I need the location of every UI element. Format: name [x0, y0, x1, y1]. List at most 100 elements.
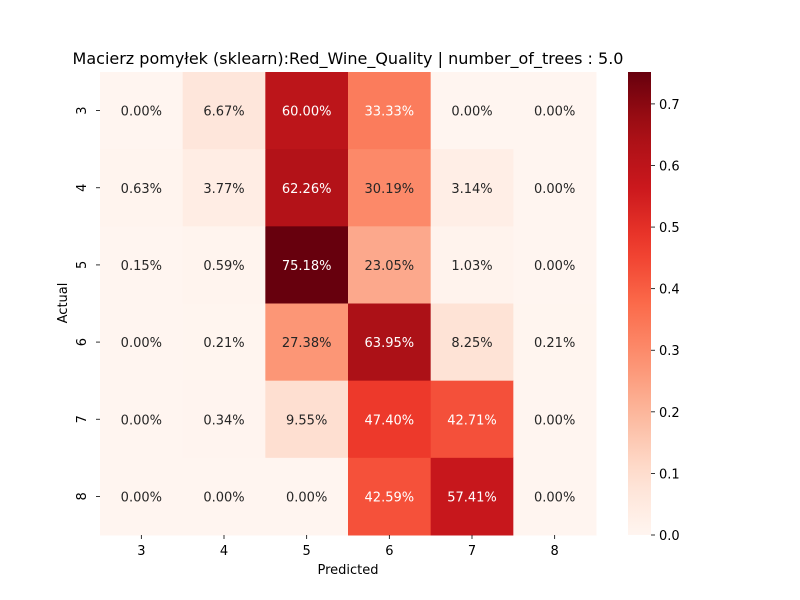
heatmap-cell: [348, 380, 432, 459]
heatmap-cell: [513, 303, 597, 382]
heatmap-cell: [182, 72, 266, 150]
y-axis-ticks: 3 4 5 6 7 8: [75, 106, 100, 501]
cell-annotation: 60.00%: [282, 105, 332, 120]
heatmap-cell: [513, 380, 597, 459]
heatmap-cell: [348, 226, 432, 304]
cell-annotation: 0.00%: [121, 105, 162, 120]
heatmap-cell: [182, 303, 266, 382]
cell-annotation: 0.63%: [121, 182, 162, 197]
x-tick-label: 8: [551, 544, 559, 559]
heatmap-cell: [513, 149, 597, 227]
cell-annotation: 3.77%: [203, 182, 244, 197]
heatmap-grid: 0.00% 6.67% 60.00% 33.33% 0.00% 0.00% 0.63% 3.7…: [100, 72, 597, 536]
cell-annotation: 42.59%: [365, 490, 415, 505]
cell-annotation: 42.71%: [447, 413, 497, 428]
y-tick-label: 8: [75, 492, 90, 500]
colorbar-tick-label: 0.1: [659, 467, 680, 482]
heatmap-cell: [100, 72, 184, 150]
y-tick-label: 6: [75, 338, 90, 346]
cell-annotation: 0.00%: [451, 105, 492, 120]
cell-annotation: 57.41%: [447, 490, 497, 505]
cell-annotation: 47.40%: [365, 413, 415, 428]
heatmap-cell: [348, 303, 432, 382]
cell-annotation: 62.26%: [282, 182, 332, 197]
x-axis-label: Predicted: [317, 563, 378, 578]
heatmap-cell: [100, 226, 184, 304]
colorbar-tick-label: 0.2: [659, 406, 680, 421]
cell-annotation: 0.21%: [534, 336, 575, 351]
heatmap-cell: [430, 380, 514, 459]
cell-annotation: 3.14%: [451, 182, 492, 197]
heatmap-cell: [348, 72, 432, 150]
colorbar-tick-label: 0.4: [659, 283, 680, 298]
cell-annotation: 27.38%: [282, 336, 332, 351]
heatmap-cell: [513, 226, 597, 304]
x-tick-label: 6: [385, 544, 393, 559]
heatmap-cell: [430, 226, 514, 304]
heatmap-cell: [430, 303, 514, 382]
heatmap-cell: [265, 72, 349, 150]
heatmap-cell: [100, 457, 184, 536]
cell-annotation: 0.34%: [203, 413, 244, 428]
cell-annotation: 0.15%: [121, 259, 162, 274]
heatmap-cell: [348, 457, 432, 536]
cell-annotation: 0.00%: [121, 490, 162, 505]
colorbar-tick-label: 0.7: [659, 98, 680, 113]
y-tick-label: 7: [75, 415, 90, 423]
heatmap-cell: [182, 457, 266, 536]
cell-annotation: 9.55%: [286, 413, 327, 428]
heatmap-cell: [100, 380, 184, 459]
cell-annotation: 30.19%: [365, 182, 415, 197]
cell-annotation: 0.00%: [121, 413, 162, 428]
cell-annotation: 0.00%: [286, 490, 327, 505]
cell-annotation: 33.33%: [365, 105, 415, 120]
heatmap-cell: [348, 149, 432, 227]
cell-annotation: 8.25%: [451, 336, 492, 351]
cell-annotation: 63.95%: [365, 336, 415, 351]
heatmap-cell: [513, 457, 597, 536]
colorbar: [628, 72, 651, 535]
cell-annotation: 0.00%: [534, 259, 575, 274]
y-tick-label: 3: [75, 106, 90, 114]
x-tick-label: 7: [468, 544, 476, 559]
x-tick-label: 4: [220, 544, 228, 559]
colorbar-tick-label: 0.0: [659, 529, 680, 544]
y-tick-label: 4: [75, 184, 90, 192]
cell-annotation: 0.00%: [534, 413, 575, 428]
cell-annotation: 0.00%: [534, 182, 575, 197]
heatmap-cell: [265, 303, 349, 382]
heatmap-cell: [182, 149, 266, 227]
x-tick-label: 3: [137, 544, 145, 559]
cell-annotation: 0.00%: [534, 490, 575, 505]
chart-title: Macierz pomyłek (sklearn):Red_Wine_Quali…: [73, 49, 624, 69]
heatmap-cell: [513, 72, 597, 150]
heatmap-cell: [182, 226, 266, 304]
cell-annotation: 1.03%: [451, 259, 492, 274]
heatmap-cell: [430, 72, 514, 150]
x-axis-ticks: 3 4 5 6 7 8: [137, 535, 559, 559]
heatmap-cell: [265, 226, 349, 304]
x-tick-label: 5: [303, 544, 311, 559]
cell-annotation: 75.18%: [282, 259, 332, 274]
colorbar-ticks: 0.0 0.1 0.2 0.3 0.4 0.5 0.6 0.7: [651, 98, 680, 544]
heatmap-cell: [182, 380, 266, 459]
cell-annotation: 0.21%: [203, 336, 244, 351]
cell-annotation: 6.67%: [203, 105, 244, 120]
heatmap-cell: [100, 303, 184, 382]
colorbar-tick-label: 0.6: [659, 159, 680, 174]
y-axis-label: Actual: [56, 283, 71, 324]
colorbar-tick-label: 0.3: [659, 344, 680, 359]
cell-annotation: 0.00%: [534, 105, 575, 120]
cell-annotation: 0.00%: [121, 336, 162, 351]
heatmap-cell: [430, 457, 514, 536]
cell-annotation: 0.59%: [203, 259, 244, 274]
heatmap-cell: [265, 149, 349, 227]
heatmap-cell: [100, 149, 184, 227]
heatmap-cell: [265, 380, 349, 459]
cell-annotation: 0.00%: [203, 490, 244, 505]
colorbar-tick-label: 0.5: [659, 221, 680, 236]
heatmap-cell: [265, 457, 349, 536]
cell-annotation: 23.05%: [365, 259, 415, 274]
heatmap-cell: [430, 149, 514, 227]
